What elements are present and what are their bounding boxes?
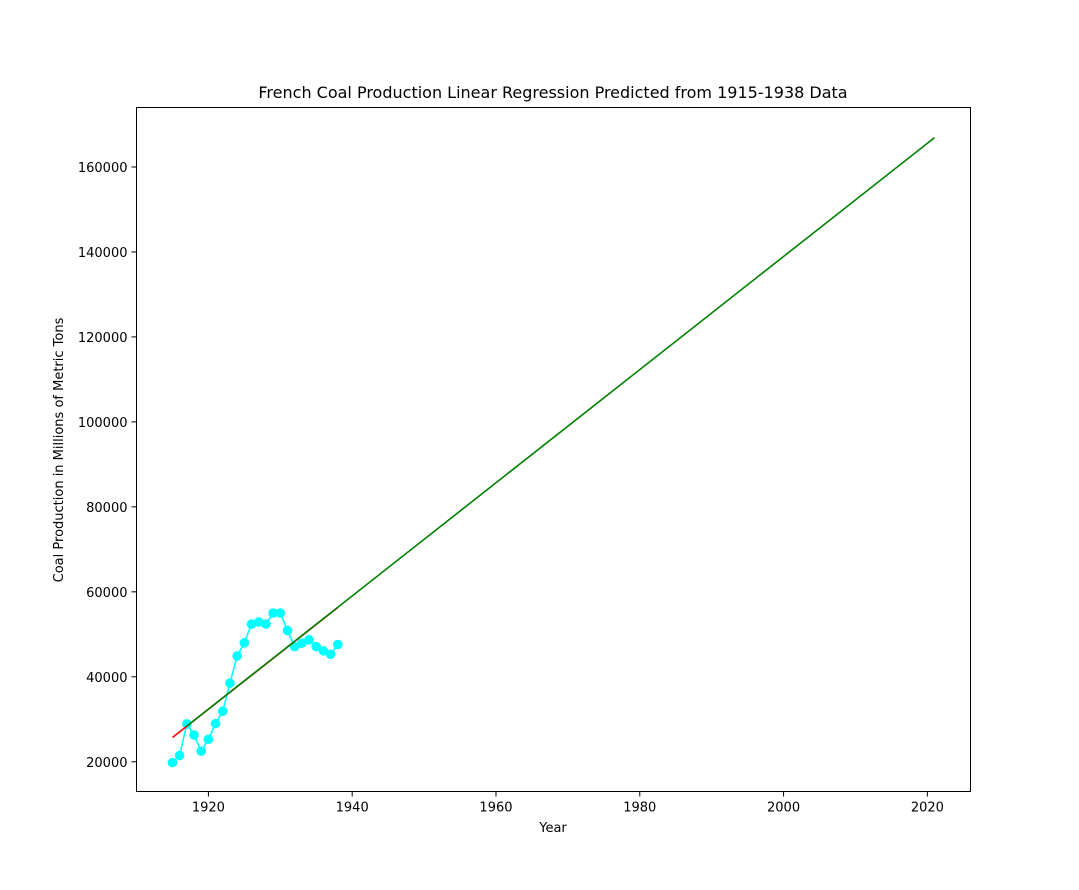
y-axis-title: Coal Production in Millions of Metric To… xyxy=(52,317,67,582)
plot-frame xyxy=(136,107,971,792)
y-tick-label: 40000 xyxy=(86,671,127,686)
data-point-marker xyxy=(167,757,178,768)
data-point-marker xyxy=(210,718,221,729)
data-point-marker xyxy=(275,608,286,618)
data-point-marker xyxy=(232,651,242,661)
y-tick-label: 20000 xyxy=(86,756,127,771)
axis-layer: 1920 1940 1960 1980 2000 2020 20000 40000 60000 8… xyxy=(78,161,944,816)
y-tick-label: 160000 xyxy=(78,161,128,176)
data-point-marker xyxy=(325,649,336,660)
data-point-marker xyxy=(261,619,271,629)
data-point-marker xyxy=(174,750,185,761)
y-tick-label: 80000 xyxy=(86,501,127,516)
y-tick-label: 120000 xyxy=(78,331,128,346)
data-point-marker xyxy=(282,625,293,636)
data-point-marker xyxy=(311,641,322,652)
data-point-marker xyxy=(196,746,207,756)
data-point-marker xyxy=(268,608,278,618)
data-point-marker xyxy=(239,638,250,648)
x-tick-label: 2020 xyxy=(911,801,944,816)
data-point-marker xyxy=(189,730,199,740)
series-layer xyxy=(167,137,936,768)
data-point-marker xyxy=(318,646,329,656)
x-tick-label: 1940 xyxy=(336,801,369,816)
x-tick-label: 1980 xyxy=(623,801,656,816)
data-point-marker xyxy=(333,639,343,650)
regression-prediction-line xyxy=(186,137,936,727)
x-axis-title: Year xyxy=(538,821,567,836)
y-tick-label: 140000 xyxy=(78,246,128,261)
y-tick-label: 60000 xyxy=(86,586,127,601)
data-point-marker xyxy=(203,734,214,745)
data-point-marker xyxy=(304,635,314,645)
x-tick-label: 1960 xyxy=(479,801,512,816)
data-point-marker xyxy=(225,678,235,688)
data-point-marker xyxy=(182,719,192,729)
x-tick-label: 1920 xyxy=(192,801,225,816)
y-tick-label: 100000 xyxy=(78,416,128,431)
data-point-marker xyxy=(297,638,307,649)
data-point-marker xyxy=(217,706,228,717)
x-tick-label: 2000 xyxy=(767,801,800,816)
chart-title: French Coal Production Linear Regression… xyxy=(258,83,847,102)
